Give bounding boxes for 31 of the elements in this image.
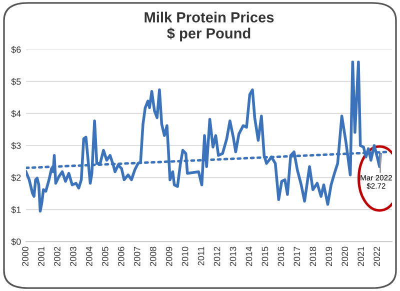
x-tick-label: 2020 [342,246,348,266]
x-tick-label: 2016 [278,246,284,266]
y-tick-label: $4 [11,110,21,118]
x-tick-label: 2018 [310,246,316,266]
y-tick-label: $2 [11,174,21,182]
x-tick-label: 2004 [86,246,92,266]
x-tick-label: 2012 [214,246,220,266]
y-tick-label: $0 [11,238,21,246]
x-tick-label: 2013 [230,246,236,266]
x-tick-label: 2007 [134,246,140,266]
x-tick-label: 2010 [182,246,188,266]
x-tick-label: 2006 [118,246,124,266]
x-tick-label: 2008 [150,246,156,266]
y-tick-label: $1 [11,206,21,214]
x-tick-label: 2000 [22,246,28,266]
x-tick-label: 2014 [246,246,252,266]
x-tick-label: 2005 [102,246,108,266]
x-tick-label: 2009 [166,246,172,266]
x-tick-label: 2019 [326,246,332,266]
x-tick-label: 2001 [38,246,44,266]
x-tick-label: 2022 [374,246,380,266]
chart-title: Milk Protein Prices $ per Pound [144,12,274,42]
x-tick-label: 2002 [54,246,60,266]
x-tick-label: 2021 [358,246,364,266]
x-tick-label: 2015 [262,246,268,266]
x-tick-label: 2003 [70,246,76,266]
y-tick-label: $6 [11,46,21,54]
x-tick-label: 2017 [294,246,300,266]
y-tick-label: $3 [11,142,21,150]
y-tick-label: $5 [11,78,21,86]
x-tick-label: 2011 [198,246,204,266]
